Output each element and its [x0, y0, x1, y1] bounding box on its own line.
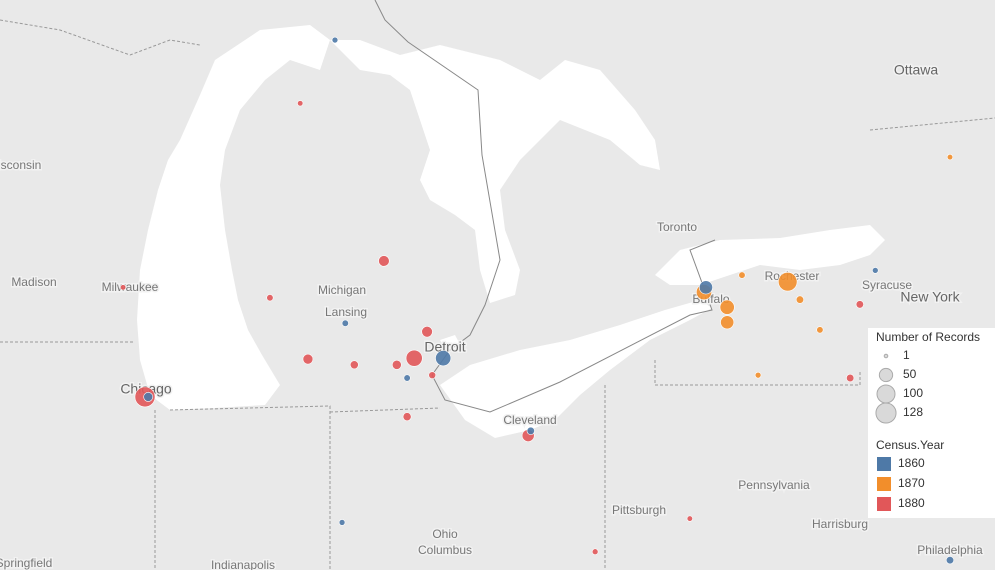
city-label: Detroit: [424, 339, 465, 355]
border: [374, 0, 716, 413]
legend-label: 1870: [898, 476, 925, 490]
point: [143, 392, 154, 402]
legend-title: Number of Records: [876, 330, 980, 344]
legend-label: 1880: [898, 496, 925, 510]
legend-label: 50: [903, 367, 917, 381]
point: [391, 359, 402, 370]
point: [331, 36, 339, 44]
point: [338, 519, 346, 526]
city-label: Madison: [11, 275, 56, 289]
point: [266, 294, 274, 302]
lake-huron: [330, 40, 660, 303]
city-label: Columbus: [418, 543, 472, 557]
point: [855, 300, 864, 309]
legend-swatch: [877, 457, 891, 471]
point: [349, 360, 359, 370]
legend: 1 50 100 128 1860 1870 1880: [875, 348, 925, 511]
legend-size: [878, 367, 894, 383]
legend-swatch: [877, 497, 891, 511]
legend-label: 1860: [898, 456, 925, 470]
point: [403, 374, 411, 382]
point: [302, 353, 314, 365]
point: [945, 556, 955, 565]
city-label: Springfield: [0, 556, 52, 570]
point: [686, 515, 693, 522]
point: [872, 267, 879, 274]
point: [526, 426, 535, 435]
city-label: Toronto: [657, 220, 697, 234]
point: [402, 412, 412, 422]
point: [120, 284, 127, 291]
city-label: Ohio: [432, 527, 458, 541]
point: [846, 373, 855, 383]
city-label: Syracuse: [862, 278, 912, 292]
point: [795, 295, 805, 304]
city-label: Michigan: [318, 283, 366, 297]
legend-swatch: [877, 477, 891, 491]
point: [435, 350, 452, 367]
city-label: Ottawa: [894, 62, 939, 78]
lake-erie: [440, 300, 712, 438]
point: [754, 371, 762, 379]
point: [720, 315, 735, 330]
point: [421, 326, 433, 338]
city-label: Indianapolis: [211, 558, 275, 570]
lake-michigan: [137, 25, 330, 410]
legend-size: [875, 402, 897, 424]
legend-label: 128: [903, 405, 923, 419]
city-label: Pittsburgh: [612, 503, 666, 517]
city-label: Harrisburg: [812, 517, 868, 531]
point: [428, 371, 437, 380]
city-label: Cleveland: [503, 413, 556, 427]
city-label: Milwaukee: [102, 280, 159, 294]
point: [698, 280, 713, 295]
point: [297, 100, 304, 107]
point: [738, 271, 746, 279]
legend-size: [876, 384, 896, 404]
state-border: [0, 19, 995, 570]
city-label: Pennsylvania: [738, 478, 810, 492]
city-label: Wisconsin: [0, 158, 41, 172]
point: [778, 272, 798, 292]
legend-label: 1: [903, 348, 910, 362]
legend-title: Census.Year: [876, 438, 944, 452]
legend-label: 100: [903, 386, 923, 400]
point: [719, 299, 735, 315]
city-label: Philadelphia: [917, 543, 983, 557]
city-label: New York: [900, 289, 960, 305]
point: [405, 349, 423, 367]
point: [378, 255, 390, 267]
city-label: Lansing: [325, 305, 367, 319]
point: [341, 319, 349, 327]
lake-st-clair: [440, 335, 462, 352]
point: [816, 326, 824, 334]
lake-ontario: [655, 225, 885, 285]
legend-size: [883, 353, 889, 359]
point: [591, 548, 599, 555]
point: [946, 154, 954, 161]
